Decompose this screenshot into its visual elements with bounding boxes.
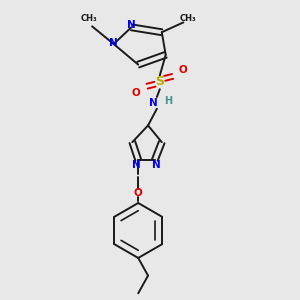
Text: CH₃: CH₃ [81, 14, 98, 23]
Text: N: N [152, 160, 161, 170]
Text: O: O [134, 188, 142, 198]
Text: N: N [148, 98, 157, 108]
Text: O: O [132, 88, 141, 98]
Text: N: N [109, 38, 118, 48]
Text: O: O [179, 64, 188, 74]
Text: N: N [132, 160, 141, 170]
Text: S: S [155, 75, 164, 88]
Text: CH₃: CH₃ [180, 14, 196, 23]
Text: N: N [127, 20, 136, 30]
Text: H: H [165, 96, 173, 106]
